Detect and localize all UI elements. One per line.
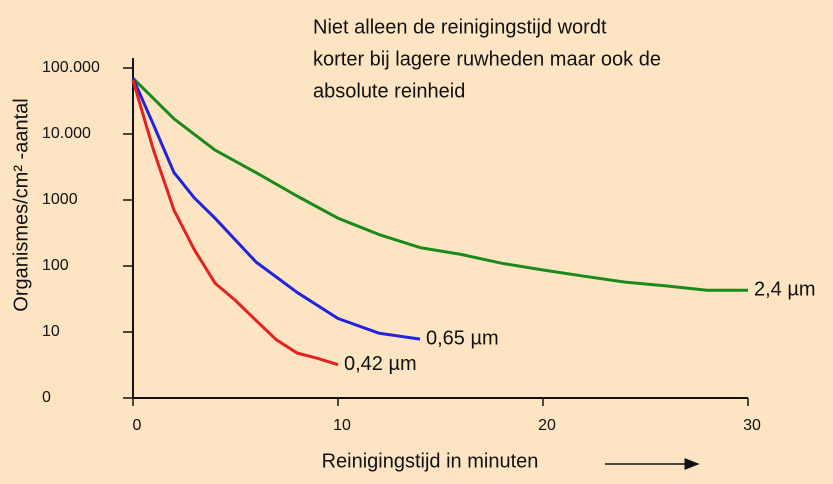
y-tick-label: 100.000 (42, 59, 100, 76)
annotation: korter bij lagere ruwheden maar ook de (313, 48, 661, 70)
y-tick-label: 1000 (42, 191, 78, 208)
line (131, 77, 421, 341)
y-axis-label: Organismes/cm² -aantal (10, 98, 32, 311)
x-tick-label: 20 (538, 417, 556, 434)
x-tick-label: 10 (333, 417, 351, 434)
line (131, 79, 339, 367)
annotation: Niet alleen de reinigingstijd wordt (313, 16, 607, 38)
x-axis-label: Reinigingstijd in minuten (322, 450, 539, 472)
line-label: 2,4 µm (754, 278, 816, 300)
y-tick-label: 100 (42, 257, 69, 274)
line-label: 0,65 µm (426, 327, 499, 349)
y-tick-label: 10 (42, 323, 60, 340)
x-tick-label: 0 (133, 417, 142, 434)
y-tick-label: 10.000 (42, 125, 91, 142)
line-label: 0,42 µm (344, 353, 417, 375)
line (131, 77, 748, 292)
x-tick-label: 30 (743, 417, 761, 434)
annotation: absolute reinheid (313, 80, 465, 102)
y-tick-label: 0 (42, 389, 51, 406)
